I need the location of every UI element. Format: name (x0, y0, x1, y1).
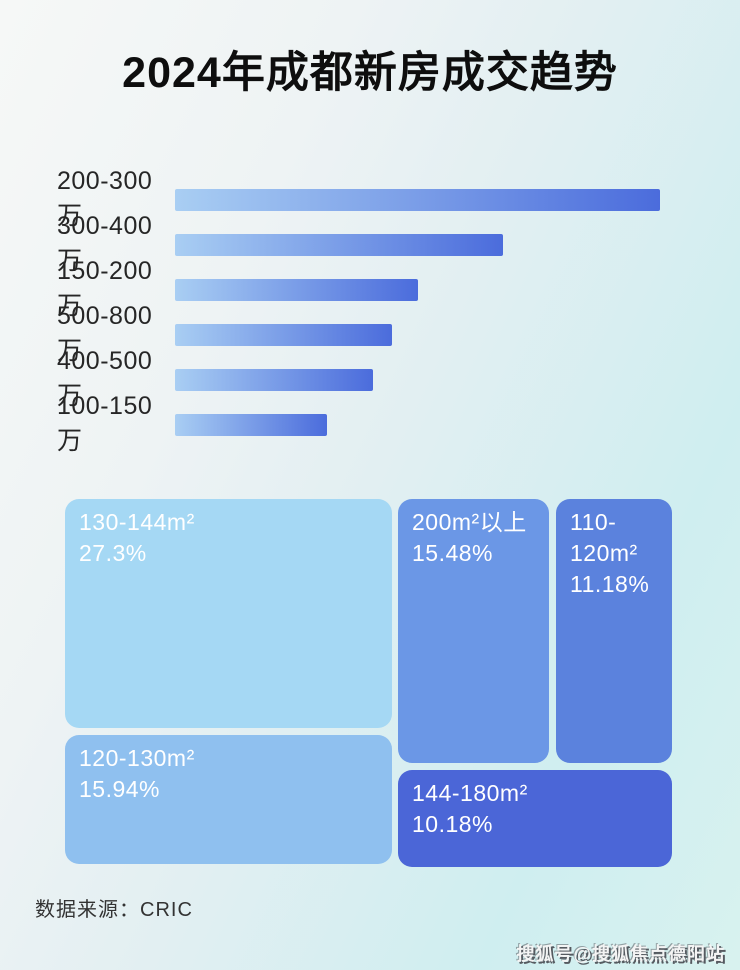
bar-row: 150-200万 (57, 257, 697, 320)
tile-size-label: 120-130m² (79, 745, 195, 771)
bar-fill (175, 188, 660, 211)
tile-percentage: 11.18% (570, 571, 650, 597)
bar-row: 100-150万 (57, 392, 697, 455)
bar-fill (175, 278, 418, 301)
tile-size-label: 200m²以上 (412, 509, 527, 535)
tile-size-label: 144-180m² (412, 780, 528, 806)
data-source-label: 数据来源：CRIC (35, 899, 193, 921)
tile-percentage: 10.18% (412, 811, 494, 837)
bar-row: 400-500万 (57, 347, 697, 410)
price-bar-chart: 200-300万 300-400万 150-200万 500-800万 400-500万… (57, 167, 697, 455)
tile-size-label: 110-120m² (570, 509, 638, 566)
bar-fill (175, 323, 392, 346)
tile-size-label: 130-144m² (79, 509, 195, 535)
bar-category-label: 100-150万 (57, 392, 153, 455)
watermark-text: 搜狐号@搜狐焦点德阳站 (516, 944, 725, 964)
tile-percentage: 15.48% (412, 540, 494, 566)
bar-category-label: 400-500万 (57, 347, 153, 410)
treemap-tile: 144-180m² 10.18% (398, 770, 672, 867)
treemap-tile: 120-130m² 15.94% (65, 735, 392, 864)
bar-row: 200-300万 (57, 167, 697, 230)
tile-percentage: 15.94% (79, 776, 161, 802)
treemap-tile: 110-120m² 11.18% (556, 499, 672, 763)
bar-fill (175, 413, 327, 436)
bar-category-label: 200-300万 (57, 167, 153, 230)
bar-category-label: 300-400万 (57, 212, 153, 275)
bar-category-label: 150-200万 (57, 257, 153, 320)
bar-category-label: 500-800万 (57, 302, 153, 365)
bar-fill (175, 368, 373, 391)
treemap-tile: 130-144m² 27.3% (65, 499, 392, 728)
tile-percentage: 27.3% (79, 540, 147, 566)
treemap-tile: 200m²以上 15.48% (398, 499, 549, 763)
page-title: 2024年成都新房成交趋势 (122, 49, 618, 97)
bar-row: 500-800万 (57, 302, 697, 365)
bar-fill (175, 233, 503, 256)
bar-row: 300-400万 (57, 212, 697, 275)
